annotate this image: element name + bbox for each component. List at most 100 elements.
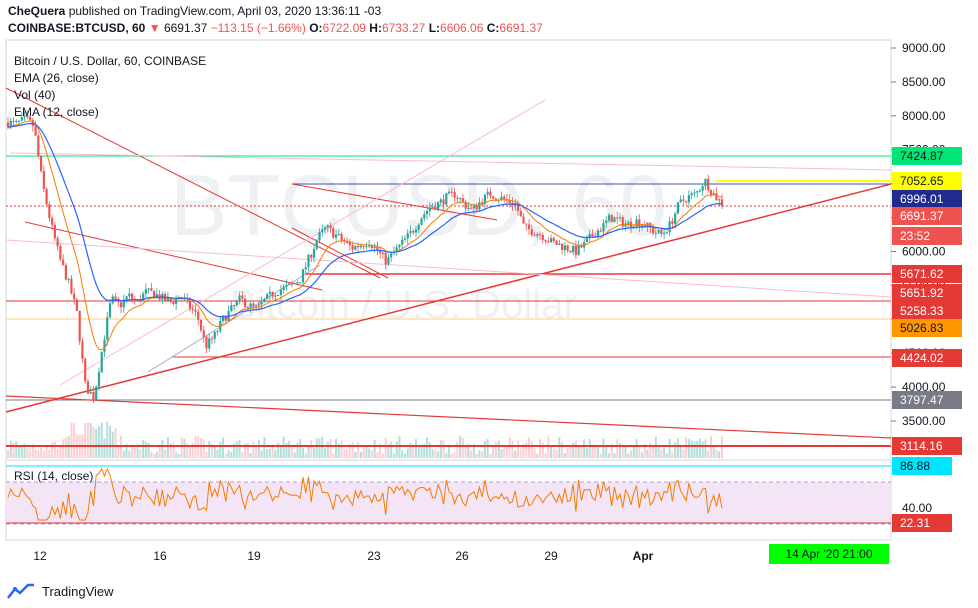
candle-body bbox=[263, 298, 266, 303]
trend-line bbox=[5, 395, 892, 439]
open-label: O: bbox=[309, 21, 323, 35]
volume-bar bbox=[715, 449, 718, 458]
candle-body bbox=[197, 311, 200, 320]
volume-bar bbox=[682, 449, 685, 458]
candle-body bbox=[213, 332, 216, 339]
candle-body bbox=[340, 234, 343, 241]
volume-bar bbox=[86, 422, 89, 458]
volume-bar bbox=[384, 437, 387, 458]
volume-bar bbox=[453, 452, 456, 458]
candle-body bbox=[42, 170, 45, 189]
candle-body bbox=[712, 193, 715, 195]
candle-body bbox=[59, 246, 62, 260]
volume-bar bbox=[428, 442, 431, 458]
price-label-badge bbox=[892, 302, 962, 320]
candle-body bbox=[500, 196, 503, 200]
volume-bar bbox=[241, 452, 244, 458]
volume-bar bbox=[668, 438, 671, 458]
volume-bar bbox=[114, 427, 117, 458]
legend-ema26: EMA (26, close) bbox=[14, 71, 99, 85]
candle-body bbox=[92, 392, 95, 400]
candle-body bbox=[169, 297, 172, 302]
candle-body bbox=[357, 246, 360, 248]
volume-bar bbox=[390, 441, 393, 458]
volume-bar bbox=[415, 438, 417, 458]
candle-body bbox=[351, 245, 354, 250]
candle-body bbox=[224, 315, 227, 321]
candle-body bbox=[376, 246, 379, 251]
candle-body bbox=[285, 284, 288, 287]
publish-line: CheQuera published on TradingView.com, A… bbox=[8, 4, 381, 18]
candle-body bbox=[37, 135, 40, 156]
candle-body bbox=[519, 210, 522, 217]
candle-body bbox=[390, 253, 393, 258]
trend-line bbox=[291, 183, 498, 221]
candle-body bbox=[651, 227, 655, 234]
volume-bar bbox=[23, 443, 26, 458]
volume-bar bbox=[136, 444, 139, 458]
volume-bar bbox=[158, 445, 161, 458]
volume-bar bbox=[26, 447, 29, 458]
footer[interactable]: TradingView bbox=[6, 580, 114, 602]
volume-bar bbox=[605, 447, 608, 458]
candle-body bbox=[243, 298, 247, 308]
volume-bar bbox=[381, 453, 384, 458]
candle-body bbox=[420, 218, 423, 225]
candle-body bbox=[326, 225, 329, 228]
volume-bar bbox=[602, 438, 605, 458]
volume-bar bbox=[120, 436, 123, 458]
candle-body bbox=[86, 381, 90, 394]
candle-body bbox=[525, 223, 528, 225]
volume-bar bbox=[613, 453, 616, 458]
volume-bar bbox=[583, 439, 586, 458]
time-tick-label: 19 bbox=[247, 549, 261, 563]
volume-bar bbox=[685, 437, 688, 458]
candle-body bbox=[329, 225, 332, 229]
candle-body bbox=[464, 201, 467, 209]
volume-bar bbox=[643, 443, 646, 458]
candle-body bbox=[679, 199, 682, 203]
volume-bar bbox=[208, 441, 211, 458]
candle-body bbox=[28, 116, 32, 120]
volume-bar bbox=[202, 439, 205, 458]
candle-body bbox=[67, 278, 70, 280]
candle-body bbox=[414, 229, 418, 233]
candle-body bbox=[533, 234, 536, 236]
candle-body bbox=[282, 286, 285, 290]
volume-bar bbox=[693, 441, 696, 458]
volume-bar bbox=[233, 443, 236, 458]
price-label-text: 5671.62 bbox=[900, 267, 944, 281]
volume-bar bbox=[20, 444, 23, 458]
volume-bar bbox=[153, 453, 156, 458]
volume-bar bbox=[550, 446, 553, 458]
candle-body bbox=[423, 214, 426, 219]
volume-bar bbox=[552, 448, 555, 458]
volume-bar bbox=[437, 451, 440, 458]
volume-bar bbox=[274, 449, 277, 458]
candle-body bbox=[412, 230, 415, 233]
candle-body bbox=[555, 240, 558, 245]
volume-bar bbox=[199, 438, 202, 458]
volume-bar bbox=[144, 441, 147, 458]
candle-body bbox=[15, 120, 18, 122]
candle-body bbox=[310, 254, 313, 258]
candle-body bbox=[618, 217, 622, 219]
candle-body bbox=[668, 221, 671, 233]
volume-bar bbox=[48, 449, 51, 458]
candle-body bbox=[230, 305, 233, 311]
volume-bar bbox=[219, 441, 222, 458]
candle-body bbox=[704, 179, 707, 187]
volume-bar bbox=[445, 453, 448, 458]
candle-body bbox=[483, 194, 487, 204]
candle-body bbox=[84, 358, 87, 382]
volume-bar bbox=[194, 436, 197, 458]
volume-bar bbox=[266, 449, 269, 458]
rsi-axis: 40.00 86.88 22.31 bbox=[892, 457, 952, 532]
volume-bar bbox=[139, 449, 142, 458]
candle-body bbox=[194, 309, 197, 312]
candle-body bbox=[175, 298, 178, 304]
volume-bar bbox=[122, 450, 125, 458]
candle-body bbox=[208, 338, 211, 349]
candle-body bbox=[558, 243, 561, 245]
